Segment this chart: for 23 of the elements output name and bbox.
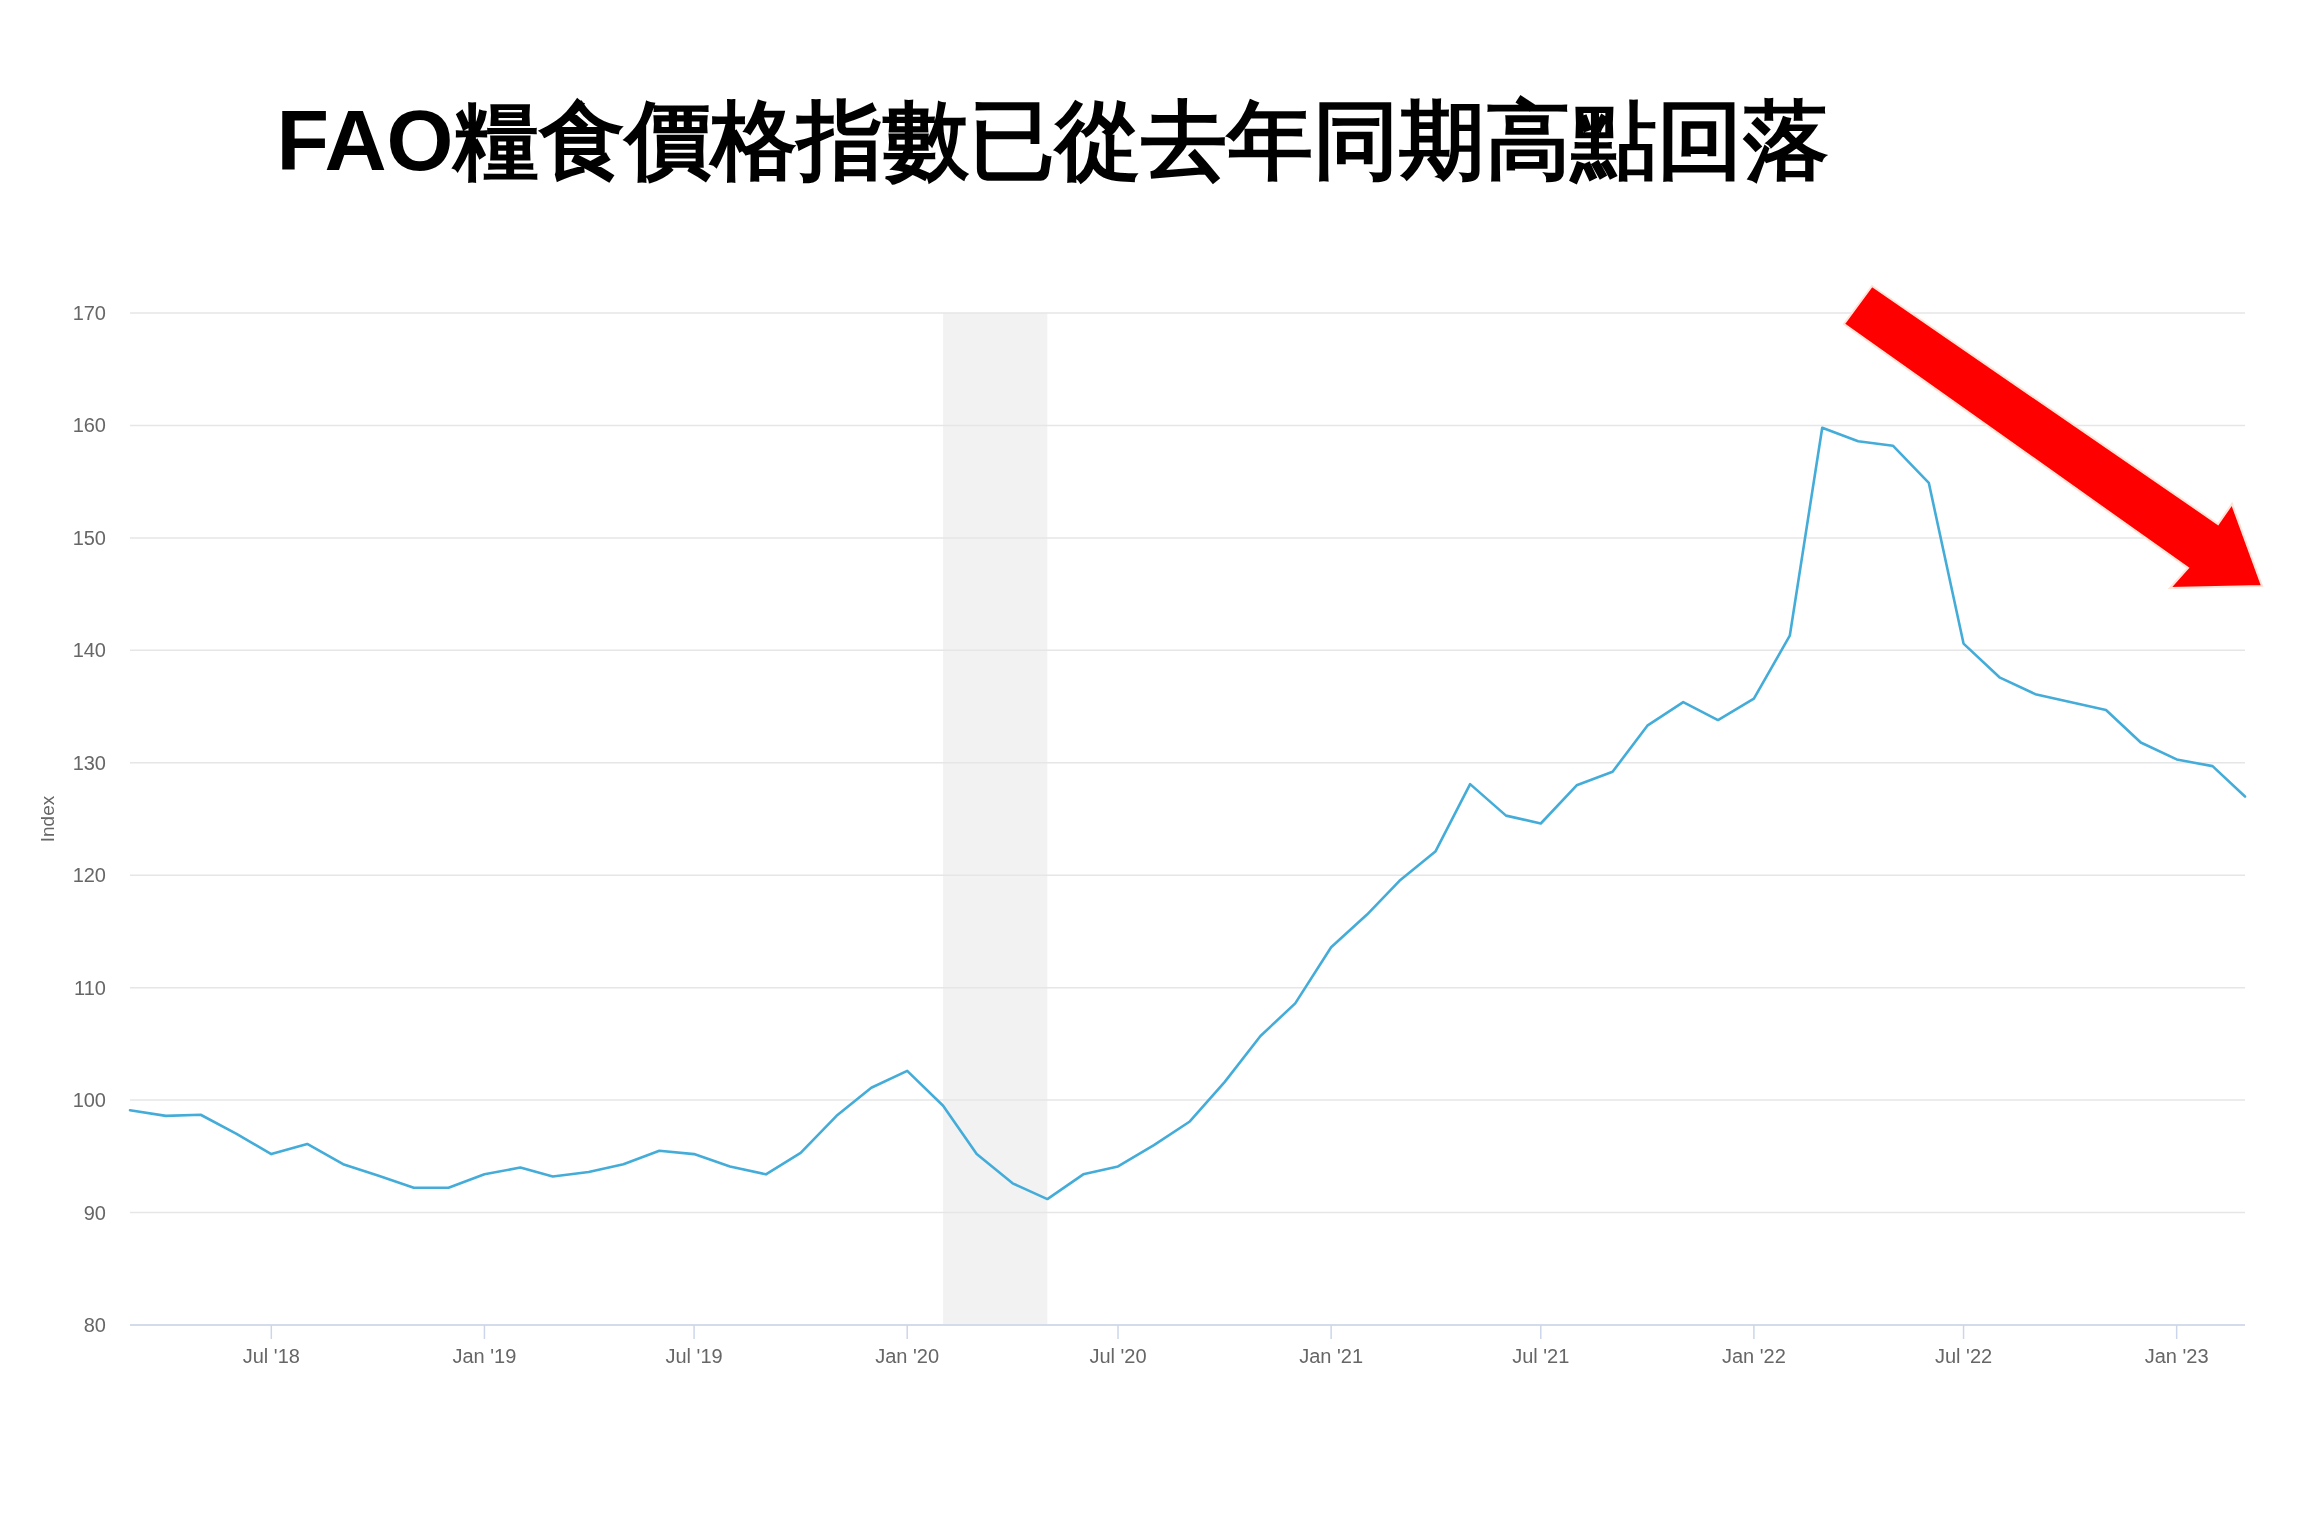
- y-tick-label: 140: [72, 639, 106, 662]
- y-tick-label: 80: [83, 1314, 106, 1336]
- y-axis-title: Index: [37, 795, 58, 843]
- x-tick-label: Jul '19: [665, 1345, 723, 1367]
- x-tick-label: Jul '20: [1089, 1345, 1147, 1367]
- x-tick-label: Jan '19: [452, 1345, 517, 1367]
- x-tick-label: Jul '21: [1512, 1345, 1570, 1367]
- x-tick-label: Jan '22: [1721, 1345, 1786, 1367]
- y-tick-label: 160: [72, 414, 106, 437]
- y-tick-label: 130: [72, 751, 106, 774]
- y-tick-label: 150: [72, 526, 106, 549]
- y-tick-label: 100: [72, 1089, 106, 1112]
- y-tick-label: 110: [74, 976, 106, 999]
- x-tick-label: Jan '20: [875, 1345, 940, 1367]
- y-tick-label: 120: [72, 864, 106, 887]
- x-tick-label: Jul '22: [1934, 1345, 1993, 1367]
- x-tick-label: Jan '21: [1299, 1345, 1364, 1367]
- x-tick-label: Jul '18: [242, 1345, 300, 1367]
- chart-title: FAO糧食價格指數已從去年同期高點回落: [276, 92, 1830, 188]
- line-series: [128, 426, 2247, 1201]
- x-tick-label: Jan '23: [2144, 1345, 2209, 1367]
- y-tick-label: 170: [72, 302, 106, 324]
- y-tick-label: 90: [83, 1201, 106, 1224]
